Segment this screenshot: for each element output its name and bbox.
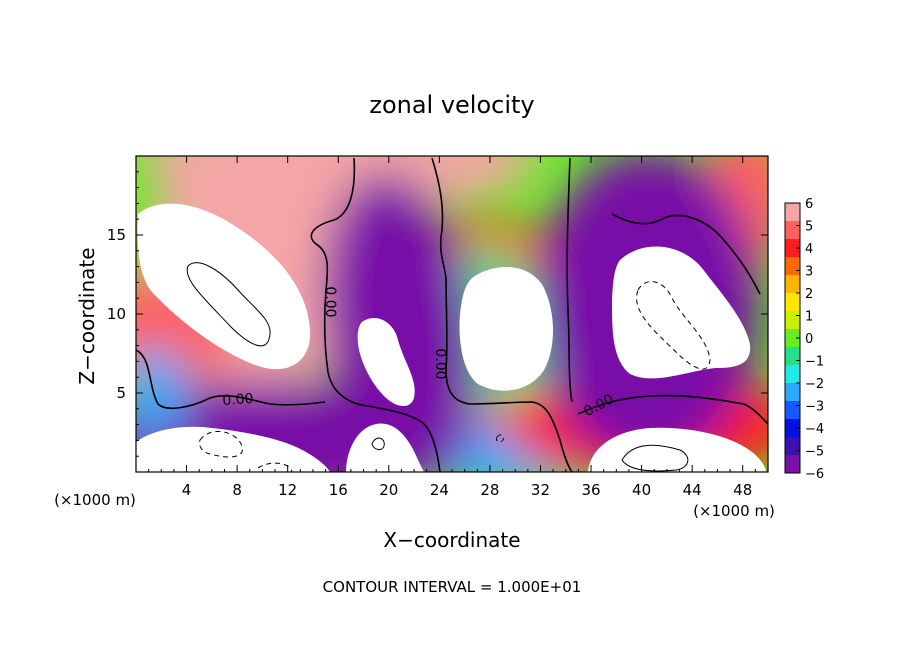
y-axis: 5 10 15 bbox=[107, 171, 768, 457]
dashed-contour-bottom-small bbox=[257, 462, 293, 472]
x-tick-label: 28 bbox=[480, 481, 499, 499]
x-tick-label: 40 bbox=[632, 481, 651, 499]
y-tick-label: 15 bbox=[107, 226, 126, 244]
colorbar-swatch bbox=[785, 455, 800, 474]
white-region-bottom-right bbox=[588, 427, 766, 472]
colorbar-tick-label: −3 bbox=[805, 400, 824, 415]
dashed-contour-tiny bbox=[496, 434, 504, 443]
y-tick-label: 5 bbox=[116, 384, 126, 402]
contour-label-vertical-left: 0.00 bbox=[322, 286, 338, 317]
x-tick-label: 48 bbox=[733, 481, 752, 499]
x-tick-label: 36 bbox=[581, 481, 600, 499]
colorbar-swatch bbox=[785, 203, 800, 222]
colorbar-tick-label: 0 bbox=[805, 332, 813, 347]
colorbar: 6 5 4 3 2 1 0 −1 −2 −3 −4 −5 −6 bbox=[784, 197, 824, 482]
contour-left-loop bbox=[186, 262, 271, 347]
x-tick-label: 12 bbox=[278, 481, 297, 499]
x-tick-label: 16 bbox=[329, 481, 348, 499]
x-unit-left: (×1000 m) bbox=[54, 491, 136, 509]
colorbar-tick-label: 6 bbox=[805, 197, 813, 212]
zero-contour-lower-right bbox=[577, 394, 768, 425]
colorbar-swatch bbox=[785, 365, 800, 384]
dashed-contour-right bbox=[636, 281, 711, 370]
chart-title: zonal velocity bbox=[369, 91, 534, 119]
colorbar-swatch bbox=[785, 329, 800, 348]
plot-area bbox=[136, 156, 768, 472]
white-region-center-left bbox=[357, 318, 415, 407]
contour-lines bbox=[136, 157, 768, 472]
x-tick-label: 44 bbox=[683, 481, 702, 499]
x-axis: 4 8 12 16 20 24 28 32 36 40 44 48 bbox=[148, 156, 756, 499]
x-unit-right: (×1000 m) bbox=[693, 502, 775, 520]
colorbar-swatch bbox=[785, 257, 800, 276]
colorbar-tick-label: −4 bbox=[805, 422, 824, 437]
colorbar-tick-label: −6 bbox=[805, 467, 824, 482]
white-region-bottom-left bbox=[136, 426, 330, 472]
x-tick-label: 32 bbox=[531, 481, 550, 499]
contour-bottom-center-small bbox=[371, 437, 385, 451]
colorbar-swatch bbox=[785, 437, 800, 456]
white-regions bbox=[136, 203, 766, 472]
colorbar-tick-label: 3 bbox=[805, 265, 813, 280]
x-tick-label: 8 bbox=[232, 481, 242, 499]
white-region-center bbox=[459, 267, 553, 391]
colorbar-swatch bbox=[785, 239, 800, 258]
zero-contour-upper-right bbox=[611, 213, 761, 295]
y-tick-label: 10 bbox=[107, 305, 126, 323]
colorbar-tick-label: 4 bbox=[805, 242, 813, 257]
colorbar-swatch bbox=[785, 419, 800, 438]
contour-interval-note: CONTOUR INTERVAL = 1.000E+01 bbox=[323, 578, 582, 596]
x-tick-label: 20 bbox=[379, 481, 398, 499]
x-tick-label: 4 bbox=[182, 481, 192, 499]
x-axis-label: X−coordinate bbox=[383, 528, 520, 552]
contour-bottom-right-loop bbox=[621, 444, 689, 472]
contour-label-left: 0.00 bbox=[222, 391, 254, 409]
colorbar-tick-label: −5 bbox=[805, 445, 824, 460]
colorbar-swatch bbox=[785, 383, 800, 402]
colorbar-tick-label: 5 bbox=[805, 220, 813, 235]
zero-contour-vertical-center bbox=[431, 157, 573, 472]
colorbar-tick-label: −1 bbox=[805, 355, 824, 370]
colorbar-swatch bbox=[785, 347, 800, 366]
colorbar-swatch bbox=[785, 293, 800, 312]
colorbar-swatch bbox=[785, 275, 800, 294]
dashed-contour-bottom-left bbox=[199, 431, 243, 458]
colorbar-swatch bbox=[785, 221, 800, 240]
zero-contour-vertical-right bbox=[566, 157, 573, 403]
dashed-contours bbox=[199, 281, 711, 472]
colorbar-swatch bbox=[785, 311, 800, 330]
colorbar-tick-label: 1 bbox=[805, 310, 813, 325]
white-region-upper-left bbox=[137, 203, 311, 370]
colorbar-tick-label: −2 bbox=[805, 377, 824, 392]
x-tick-label: 24 bbox=[430, 481, 449, 499]
colorbar-tick-label: 2 bbox=[805, 287, 813, 302]
white-region-right bbox=[612, 246, 751, 379]
zero-contour-left bbox=[136, 349, 326, 410]
zero-contour-vertical-left bbox=[310, 157, 441, 472]
white-region-bottom-center bbox=[346, 423, 424, 472]
contour-label-vertical-center: 0.00 bbox=[432, 348, 448, 379]
y-axis-label: Z−coordinate bbox=[75, 247, 99, 384]
heat-blob-13 bbox=[136, 345, 187, 441]
colorbar-swatch bbox=[785, 401, 800, 420]
